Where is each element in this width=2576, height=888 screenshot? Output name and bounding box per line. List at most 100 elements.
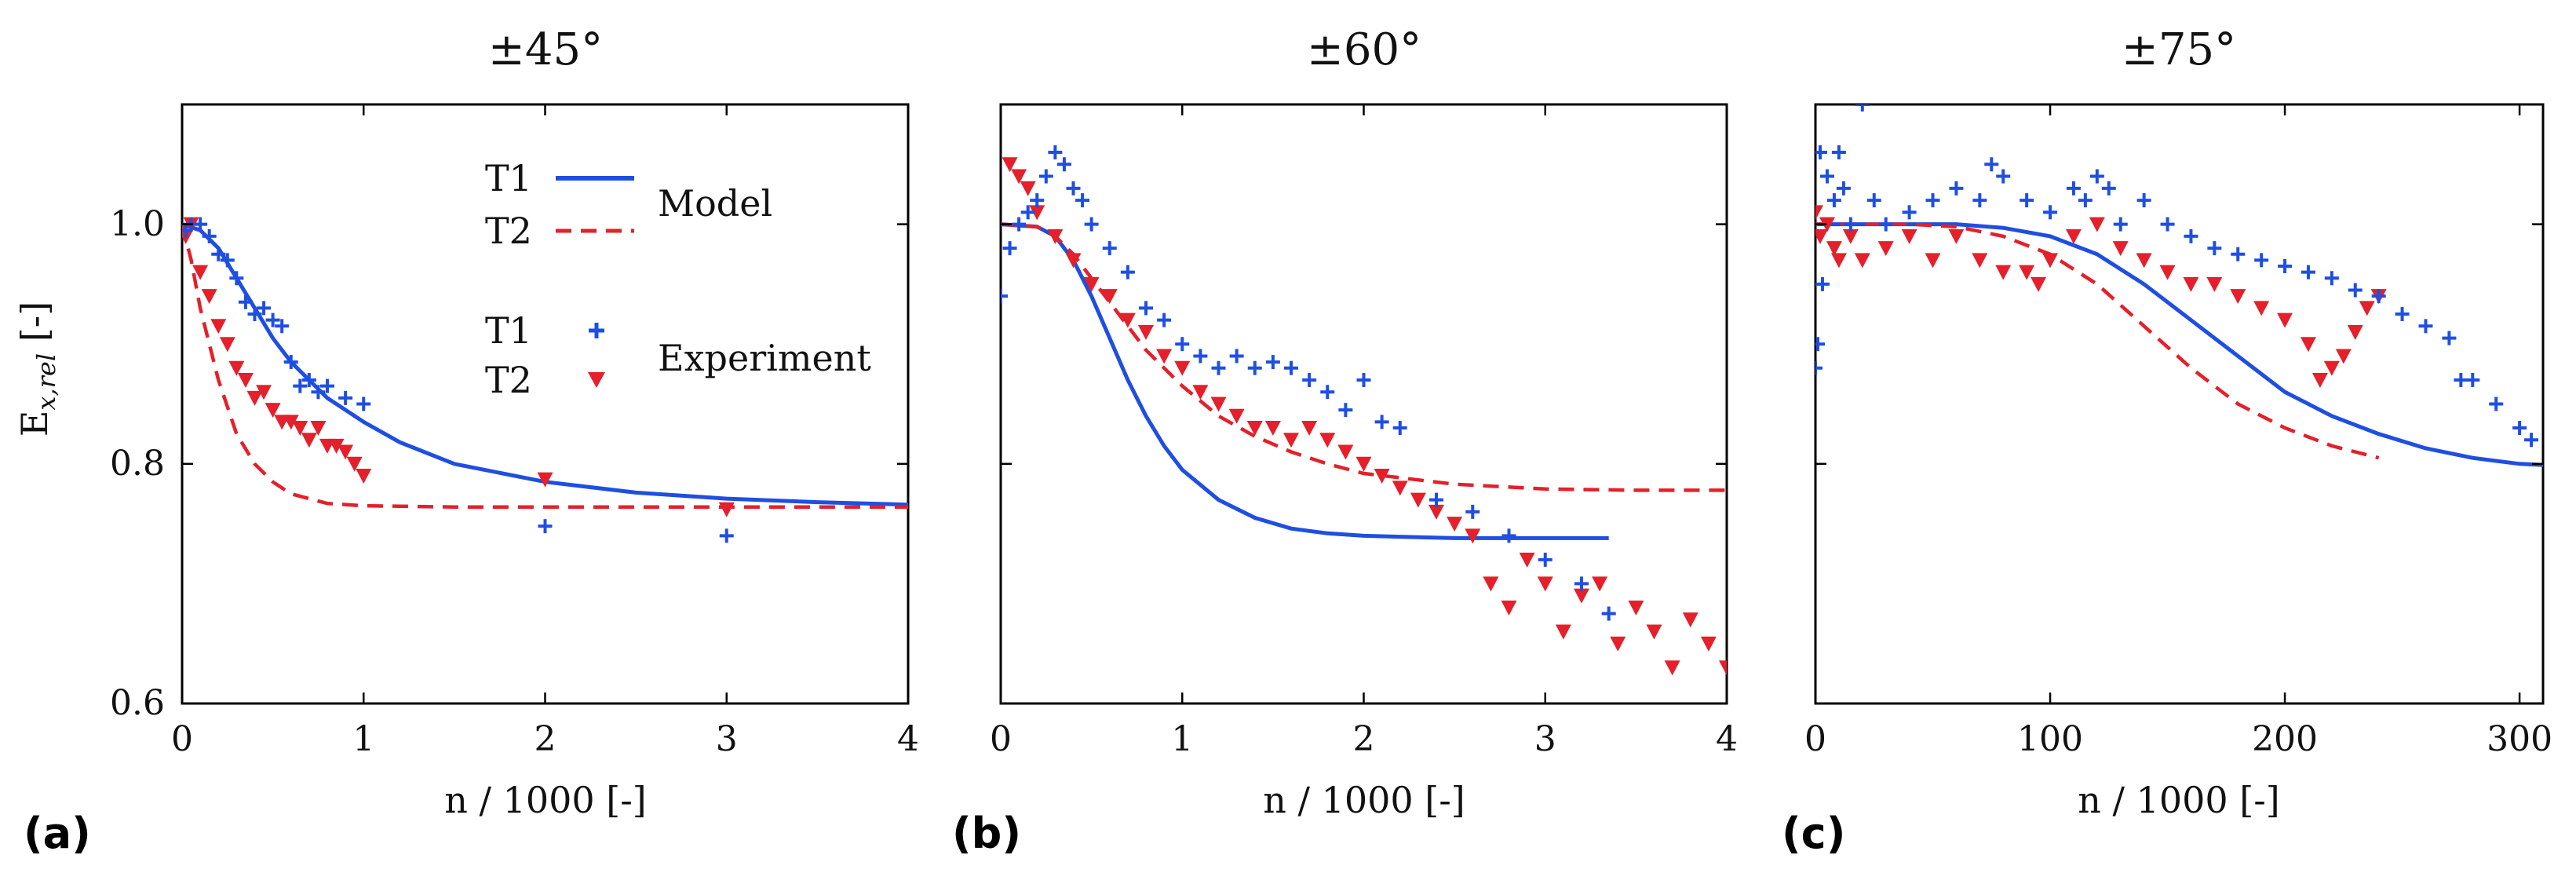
exp-t2-marker <box>1901 228 1917 244</box>
exp-t1-marker <box>193 217 208 232</box>
exp-t2-marker <box>1428 504 1444 520</box>
exp-t1-marker <box>283 355 298 370</box>
exp-t2-marker <box>338 444 354 460</box>
exp-t2-marker <box>2159 265 2176 280</box>
exp-t2-marker <box>1011 169 1027 185</box>
exp-t2-marker <box>356 469 372 484</box>
exp-t1-marker <box>238 294 253 309</box>
x-tick-label: 4 <box>897 719 919 759</box>
exp-t2-marker <box>219 337 235 353</box>
exp-t2-marker <box>1192 385 1209 400</box>
x-tick-label: 300 <box>2487 719 2552 759</box>
panel-letter: (b) <box>952 809 1021 858</box>
panel-title: ±60° <box>1307 24 1421 75</box>
exp-t2-marker <box>1246 421 1263 437</box>
exp-t1-marker <box>2184 228 2198 243</box>
exp-t2-marker <box>1410 492 1426 508</box>
y-tick-label: 0.8 <box>110 444 165 484</box>
x-tick-label: 2 <box>1353 719 1375 759</box>
exp-t1-marker <box>2113 217 2128 232</box>
exp-t2-marker <box>1283 433 1299 448</box>
exp-t1-marker <box>1392 421 1407 436</box>
exp-t2-marker <box>1264 421 1281 437</box>
exp-t1-marker <box>1949 181 1964 196</box>
exp-t2-marker <box>1228 408 1245 424</box>
exp-t2-marker <box>2277 312 2293 328</box>
exp-t1-marker <box>2020 193 2034 208</box>
y-tick-label: 0.6 <box>110 683 165 723</box>
exp-t2-marker <box>2300 337 2316 353</box>
exp-t1-marker <box>2066 181 2081 196</box>
exp-t1-marker <box>1320 385 1335 400</box>
exp-t2-marker <box>1925 253 1941 269</box>
x-tick-label: 4 <box>1716 719 1738 759</box>
exp-t2-marker <box>2359 301 2375 316</box>
exp-t2-marker <box>2136 253 2152 269</box>
exp-t1-marker <box>301 372 316 387</box>
exp-t1-marker <box>2278 259 2293 274</box>
exp-t1-marker <box>1866 193 1881 208</box>
exp-t2-marker <box>1156 349 1173 364</box>
exp-t1-marker <box>1102 241 1117 256</box>
plot-area: 0 1 2 3 4 <box>990 104 1738 759</box>
exp-t1-marker <box>1066 181 1081 196</box>
exp-t2-marker <box>1047 228 1064 244</box>
exp-t1-marker <box>1139 301 1153 316</box>
legend-t2-model-label: T2 <box>485 210 532 252</box>
exp-t1-marker <box>1815 337 1825 352</box>
exp-t1-marker <box>1084 217 1099 232</box>
exp-t1-marker <box>2442 331 2457 345</box>
model-t2-line <box>182 224 908 509</box>
exp-t1-marker <box>1265 355 1280 370</box>
exp-t1-marker <box>311 385 326 400</box>
exp-t1-marker <box>719 528 734 543</box>
exp-t1-marker <box>2078 193 2093 208</box>
exp-t2-marker <box>2253 301 2270 316</box>
legend: T1 T2 Model T1 T2 Experiment <box>485 157 871 401</box>
exp-t1-marker <box>1012 217 1027 232</box>
exp-t2-marker <box>1646 624 1662 640</box>
exp-t1-marker <box>1030 193 1045 208</box>
exp-t1-marker <box>1193 349 1208 364</box>
exp-t1-marker <box>2089 169 2104 184</box>
plot-area: 0 1 2 3 4 <box>171 104 919 759</box>
exp-t2-marker <box>1854 253 1870 269</box>
x-axis-label: n / 1000 [-] <box>444 779 647 821</box>
exp-t1-marker <box>320 378 334 393</box>
exp-t1-marker <box>1925 193 1940 208</box>
legend-t1-exp-marker <box>589 323 604 338</box>
x-tick-label: 2 <box>535 719 556 759</box>
panel-letter: (c) <box>1782 809 1845 858</box>
exp-t2-marker <box>1700 636 1717 652</box>
exp-t2-marker <box>228 360 245 376</box>
exp-t2-marker <box>1972 253 1988 269</box>
exp-t2-marker <box>537 472 553 488</box>
exp-t1-marker <box>1157 312 1172 327</box>
exp-t2-marker <box>265 403 281 418</box>
model-t2-line <box>1001 222 1727 492</box>
exp-t1-marker <box>1038 169 1053 184</box>
exp-t1-marker <box>211 247 226 261</box>
exp-t1-marker <box>2524 433 2539 448</box>
exp-t2-marker <box>1392 481 1408 496</box>
exp-t1-marker <box>1815 360 1823 375</box>
x-tick-label: 0 <box>1804 719 1826 759</box>
plot-area: 0 100 200 300 <box>1804 104 2552 759</box>
exp-t2-marker <box>2031 276 2047 292</box>
exp-t1-marker <box>538 519 553 534</box>
exp-t1-marker <box>2324 271 2339 286</box>
exp-t2-marker <box>292 421 308 437</box>
exp-t2-marker <box>1574 588 1589 604</box>
legend-t2-exp-marker <box>588 372 605 388</box>
exp-t2-marker <box>346 456 363 472</box>
exp-t1-marker <box>1836 181 1851 196</box>
exp-t1-marker <box>247 307 262 322</box>
exp-t2-marker <box>718 502 735 517</box>
exp-t1-marker <box>1048 145 1063 160</box>
exp-t1-marker <box>1120 265 1135 280</box>
model-t2-line <box>1815 222 2380 460</box>
exp-t2-marker <box>1065 253 1082 269</box>
exp-t2-marker <box>1138 324 1154 340</box>
exp-t2-marker <box>2311 372 2328 388</box>
exp-t1-marker <box>1211 360 1226 375</box>
